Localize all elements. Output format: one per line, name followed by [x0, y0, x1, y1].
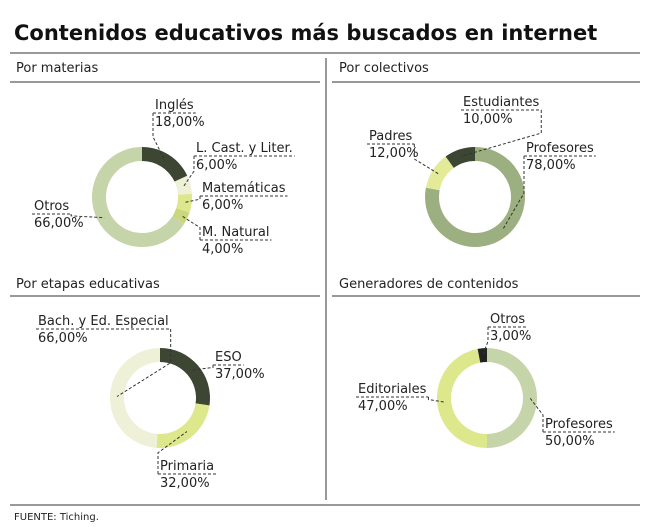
- segment-value: 50,00%: [545, 434, 595, 449]
- segment-label: M. Natural: [202, 225, 269, 240]
- donut-segment: [176, 193, 193, 213]
- segment-value: 4,00%: [202, 242, 243, 257]
- segment-value: 18,00%: [155, 115, 205, 130]
- panel-title: Por etapas educativas: [16, 277, 160, 292]
- segment-value: 66,00%: [34, 216, 84, 231]
- segment-value: 12,00%: [369, 146, 419, 161]
- leader-line: [180, 214, 272, 241]
- leader-line: [501, 155, 596, 231]
- source: FUENTE: Tiching.: [14, 512, 99, 523]
- segment-label: Profesores: [545, 417, 613, 432]
- page-title: Contenidos educativos más buscados en in…: [14, 21, 597, 45]
- leader-line: [184, 195, 288, 203]
- donut-segment: [487, 348, 537, 448]
- donut-segment: [436, 348, 487, 448]
- segment-value: 47,00%: [358, 399, 408, 414]
- panel-title: Generadores de contenidos: [339, 277, 519, 292]
- segment-label: Otros: [34, 199, 69, 214]
- segment-value: 32,00%: [160, 476, 210, 491]
- segment-label: Editoriales: [358, 382, 427, 397]
- leader-line: [482, 326, 528, 356]
- segment-label: Bach. y Ed. Especial: [38, 314, 169, 329]
- segment-value: 37,00%: [215, 367, 265, 382]
- leader-line: [192, 364, 244, 371]
- leader-line: [32, 213, 105, 219]
- donut-segment: [160, 348, 211, 406]
- donut-segment: [445, 147, 475, 168]
- segment-label: Padres: [369, 129, 413, 144]
- panel-title: Por materias: [16, 61, 98, 76]
- leader-line: [529, 397, 615, 433]
- panel-title: Por colectivos: [339, 61, 429, 76]
- leader-line: [36, 328, 172, 397]
- segment-label: ESO: [215, 350, 242, 365]
- donut-segment: [425, 156, 454, 191]
- segment-label: Estudiantes: [463, 95, 539, 110]
- leader-line: [461, 109, 542, 157]
- segment-value: 78,00%: [526, 158, 576, 173]
- segment-label: L. Cast. y Liter.: [196, 141, 293, 156]
- segment-value: 3,00%: [490, 329, 531, 344]
- segment-value: 66,00%: [38, 331, 88, 346]
- segment-label: Matemáticas: [202, 181, 286, 196]
- leader-line: [157, 431, 217, 475]
- leader-line: [356, 396, 445, 403]
- segment-value: 6,00%: [202, 198, 243, 213]
- donut-segment: [109, 348, 160, 448]
- donut-segment: [172, 208, 190, 224]
- segment-label: Inglés: [155, 98, 194, 113]
- segment-label: Primaria: [160, 459, 214, 474]
- leader-line: [152, 112, 196, 161]
- segment-value: 6,00%: [196, 158, 237, 173]
- leader-line: [367, 143, 439, 175]
- segment-value: 10,00%: [463, 112, 513, 127]
- leader-line: [183, 155, 295, 187]
- segment-label: Otros: [490, 312, 525, 327]
- donut-segment: [156, 403, 210, 448]
- donut-segment: [91, 147, 185, 247]
- segment-label: Profesores: [526, 141, 594, 156]
- donut-segment: [142, 147, 188, 182]
